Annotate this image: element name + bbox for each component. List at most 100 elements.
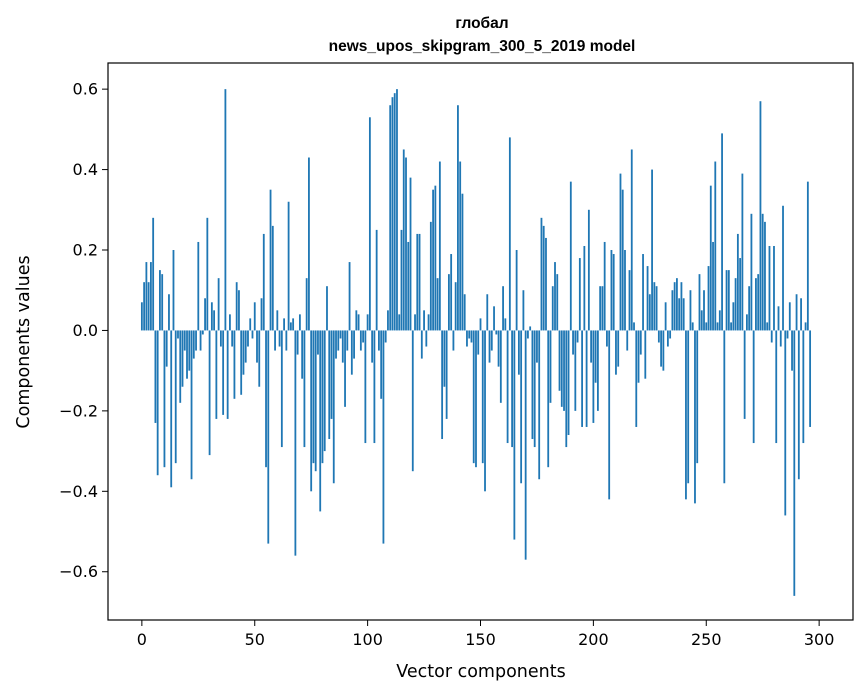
bar bbox=[249, 318, 252, 331]
bar bbox=[547, 330, 550, 468]
bar bbox=[678, 298, 681, 331]
bar bbox=[635, 330, 638, 427]
bar bbox=[429, 221, 432, 331]
bar bbox=[578, 258, 581, 331]
bar bbox=[303, 330, 306, 448]
bar bbox=[574, 330, 577, 411]
bar bbox=[493, 306, 495, 331]
bar bbox=[420, 330, 423, 359]
bar bbox=[398, 314, 401, 331]
bar bbox=[696, 330, 699, 464]
x-tick-label: 0 bbox=[137, 630, 147, 649]
bar bbox=[253, 302, 256, 331]
bar bbox=[486, 294, 489, 331]
bar bbox=[732, 302, 735, 331]
bar bbox=[305, 278, 308, 331]
bar bbox=[475, 330, 477, 468]
bar bbox=[353, 330, 355, 359]
x-tick-label: 300 bbox=[804, 630, 835, 649]
bar bbox=[355, 310, 358, 331]
bar bbox=[804, 322, 807, 331]
bar bbox=[716, 322, 719, 331]
bar bbox=[581, 330, 583, 427]
bar bbox=[612, 254, 615, 331]
bar bbox=[682, 298, 685, 331]
bar bbox=[637, 330, 640, 383]
bar bbox=[432, 189, 434, 331]
bar bbox=[210, 302, 213, 331]
bar bbox=[179, 330, 182, 403]
bar bbox=[784, 330, 787, 516]
bar bbox=[472, 330, 475, 464]
bar bbox=[283, 318, 285, 331]
bar bbox=[468, 330, 471, 339]
bar bbox=[727, 270, 730, 331]
bar bbox=[441, 330, 444, 440]
y-tick-label: 0.2 bbox=[73, 241, 98, 260]
bar bbox=[436, 278, 439, 331]
bar bbox=[734, 278, 737, 331]
bar bbox=[795, 294, 798, 331]
x-tick-label: 250 bbox=[691, 630, 722, 649]
bar bbox=[653, 282, 656, 331]
bar bbox=[714, 161, 717, 331]
bar bbox=[685, 330, 687, 500]
bar bbox=[195, 330, 197, 351]
bar bbox=[630, 149, 633, 331]
bar bbox=[608, 330, 611, 500]
bar bbox=[208, 330, 211, 456]
bar bbox=[247, 330, 249, 347]
bar bbox=[725, 270, 728, 331]
bar bbox=[368, 117, 371, 331]
bar bbox=[712, 241, 714, 331]
bar bbox=[601, 286, 604, 331]
bar bbox=[258, 330, 261, 387]
bar bbox=[538, 330, 541, 480]
bar bbox=[563, 330, 565, 411]
bar bbox=[339, 330, 342, 339]
bar bbox=[459, 161, 462, 331]
bar bbox=[326, 286, 328, 331]
bar bbox=[310, 330, 313, 492]
bar bbox=[197, 241, 200, 331]
bar bbox=[170, 330, 173, 488]
bar bbox=[181, 330, 184, 387]
bar bbox=[529, 326, 532, 331]
bar bbox=[502, 286, 504, 331]
bar bbox=[240, 330, 243, 395]
bar bbox=[233, 330, 236, 399]
bar bbox=[296, 330, 299, 355]
bar bbox=[621, 189, 624, 331]
x-tick-label: 150 bbox=[465, 630, 496, 649]
bar bbox=[488, 330, 491, 363]
bar bbox=[540, 217, 543, 331]
bar bbox=[545, 237, 547, 331]
y-tick-label: 0.4 bbox=[73, 160, 98, 179]
bar bbox=[215, 330, 218, 419]
bar bbox=[393, 93, 396, 331]
bar bbox=[219, 330, 222, 347]
bar bbox=[615, 330, 617, 375]
bar bbox=[617, 330, 620, 367]
bar bbox=[371, 330, 374, 363]
bar bbox=[308, 157, 310, 331]
bar bbox=[782, 205, 784, 331]
bar bbox=[409, 177, 412, 331]
bar bbox=[531, 330, 534, 440]
bar bbox=[698, 274, 701, 331]
bar bbox=[662, 330, 665, 371]
bar bbox=[585, 330, 588, 427]
bar bbox=[177, 330, 179, 339]
bar bbox=[287, 201, 290, 331]
bar bbox=[192, 330, 195, 359]
bar bbox=[445, 330, 448, 419]
bar bbox=[461, 193, 464, 331]
bar bbox=[757, 274, 760, 331]
bar bbox=[143, 282, 146, 331]
bar bbox=[504, 318, 507, 331]
bar bbox=[741, 173, 744, 331]
bar bbox=[642, 254, 644, 331]
bar bbox=[766, 322, 769, 331]
bar bbox=[391, 97, 394, 331]
bar bbox=[172, 250, 175, 331]
